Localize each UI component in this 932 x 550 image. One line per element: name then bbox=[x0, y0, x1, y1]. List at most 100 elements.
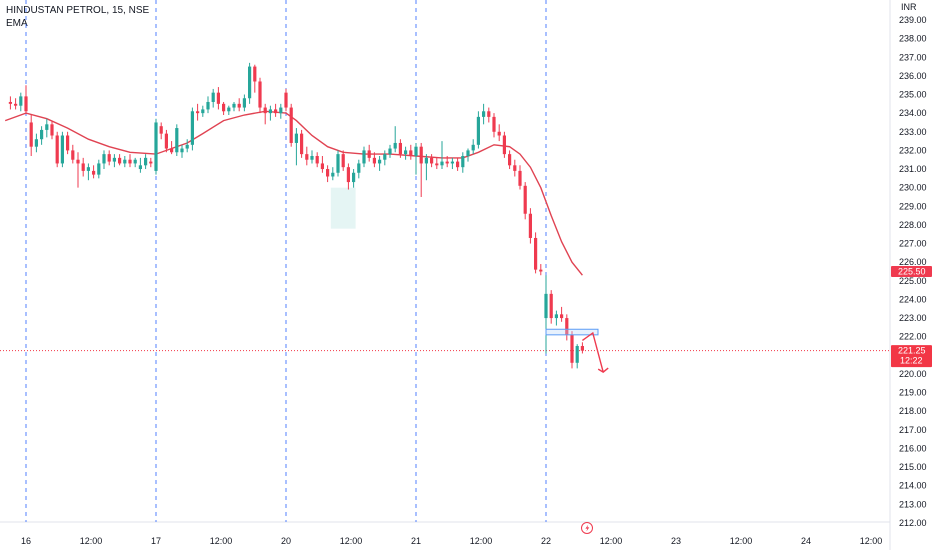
candle[interactable] bbox=[383, 150, 387, 166]
candle[interactable] bbox=[81, 157, 85, 177]
candle[interactable] bbox=[357, 159, 361, 179]
candle[interactable] bbox=[118, 154, 122, 166]
candle[interactable] bbox=[528, 208, 532, 244]
candle[interactable] bbox=[237, 98, 241, 112]
candle[interactable] bbox=[554, 310, 558, 326]
candle[interactable] bbox=[102, 150, 106, 170]
candle[interactable] bbox=[404, 146, 408, 160]
candle[interactable] bbox=[196, 103, 200, 121]
candle[interactable] bbox=[544, 275, 548, 354]
projection-arrow[interactable] bbox=[581, 331, 604, 373]
candle[interactable] bbox=[206, 96, 210, 114]
candle[interactable] bbox=[487, 107, 491, 123]
candle[interactable] bbox=[341, 150, 345, 171]
candle[interactable] bbox=[445, 155, 449, 168]
candle[interactable] bbox=[378, 155, 382, 171]
candle[interactable] bbox=[190, 107, 194, 151]
candle[interactable] bbox=[294, 128, 298, 166]
candle[interactable] bbox=[107, 150, 111, 166]
candle[interactable] bbox=[534, 232, 538, 274]
candle[interactable] bbox=[19, 92, 23, 112]
candle[interactable] bbox=[242, 94, 246, 112]
time-axis[interactable]: 16 12:00 17 12:00 20 12:00 21 12:00 22 12:00 23 12:… bbox=[21, 536, 882, 546]
candle[interactable] bbox=[518, 165, 522, 190]
candle[interactable] bbox=[159, 122, 163, 140]
candle[interactable] bbox=[180, 144, 184, 158]
candle[interactable] bbox=[471, 139, 475, 155]
candle[interactable] bbox=[372, 152, 376, 168]
candle[interactable] bbox=[388, 144, 392, 158]
candle[interactable] bbox=[55, 131, 59, 168]
candle[interactable] bbox=[430, 154, 434, 168]
candle[interactable] bbox=[258, 77, 262, 114]
candle[interactable] bbox=[253, 64, 257, 93]
candle[interactable] bbox=[450, 157, 454, 170]
candle[interactable] bbox=[502, 131, 506, 158]
candle[interactable] bbox=[274, 103, 278, 117]
candle[interactable] bbox=[268, 105, 272, 121]
candle[interactable] bbox=[570, 331, 574, 369]
candle[interactable] bbox=[440, 141, 444, 170]
candle[interactable] bbox=[461, 152, 465, 173]
range-box[interactable] bbox=[545, 328, 599, 336]
candle[interactable] bbox=[201, 105, 205, 117]
candle[interactable] bbox=[60, 131, 64, 168]
candle[interactable] bbox=[144, 154, 148, 170]
lightning-icon[interactable] bbox=[581, 522, 593, 534]
candle[interactable] bbox=[320, 155, 324, 173]
candle[interactable] bbox=[128, 154, 132, 168]
candle[interactable] bbox=[123, 155, 127, 168]
candle[interactable] bbox=[326, 165, 330, 183]
candle[interactable] bbox=[565, 314, 569, 341]
price-axis[interactable]: 212.00 213.00 214.00 215.00 216.00 217.00 218.… bbox=[899, 2, 927, 528]
candle[interactable] bbox=[393, 126, 397, 153]
candle[interactable] bbox=[289, 103, 293, 147]
candle[interactable] bbox=[71, 144, 75, 164]
candle[interactable] bbox=[331, 167, 335, 181]
candle[interactable] bbox=[362, 146, 366, 168]
candle[interactable] bbox=[149, 157, 153, 168]
candle[interactable] bbox=[222, 101, 226, 116]
candle[interactable] bbox=[310, 150, 314, 164]
candle[interactable] bbox=[164, 129, 168, 153]
candle[interactable] bbox=[279, 103, 283, 119]
candle[interactable] bbox=[352, 169, 356, 188]
candle[interactable] bbox=[86, 163, 90, 181]
candle[interactable] bbox=[97, 159, 101, 179]
candle[interactable] bbox=[133, 157, 137, 168]
candle[interactable] bbox=[497, 124, 501, 142]
candle[interactable] bbox=[112, 154, 116, 168]
candle[interactable] bbox=[305, 146, 309, 166]
candle[interactable] bbox=[263, 103, 267, 125]
candle[interactable] bbox=[513, 159, 517, 177]
candle[interactable] bbox=[92, 165, 96, 179]
candle[interactable] bbox=[216, 87, 220, 110]
candle[interactable] bbox=[29, 115, 33, 156]
candle[interactable] bbox=[175, 124, 179, 156]
candle[interactable] bbox=[575, 344, 579, 369]
candle[interactable] bbox=[45, 118, 49, 138]
indicator-label[interactable]: EMA bbox=[6, 18, 28, 29]
candle[interactable] bbox=[435, 157, 439, 170]
candle[interactable] bbox=[14, 98, 18, 110]
candle[interactable] bbox=[315, 152, 319, 168]
candle[interactable] bbox=[8, 96, 12, 110]
candle[interactable] bbox=[456, 157, 460, 171]
candle[interactable] bbox=[227, 105, 231, 116]
candle[interactable] bbox=[523, 182, 527, 220]
candle[interactable] bbox=[138, 157, 142, 173]
candle[interactable] bbox=[346, 163, 350, 190]
candle[interactable] bbox=[492, 113, 496, 138]
candle[interactable] bbox=[50, 120, 54, 140]
candle[interactable] bbox=[185, 139, 189, 153]
candle[interactable] bbox=[300, 129, 304, 158]
candle[interactable] bbox=[398, 139, 402, 158]
candle[interactable] bbox=[248, 62, 252, 104]
candle[interactable] bbox=[34, 133, 38, 153]
candle[interactable] bbox=[419, 142, 423, 197]
candle[interactable] bbox=[367, 144, 371, 162]
candle[interactable] bbox=[170, 141, 174, 155]
candle[interactable] bbox=[466, 148, 470, 162]
candle[interactable] bbox=[424, 154, 428, 181]
